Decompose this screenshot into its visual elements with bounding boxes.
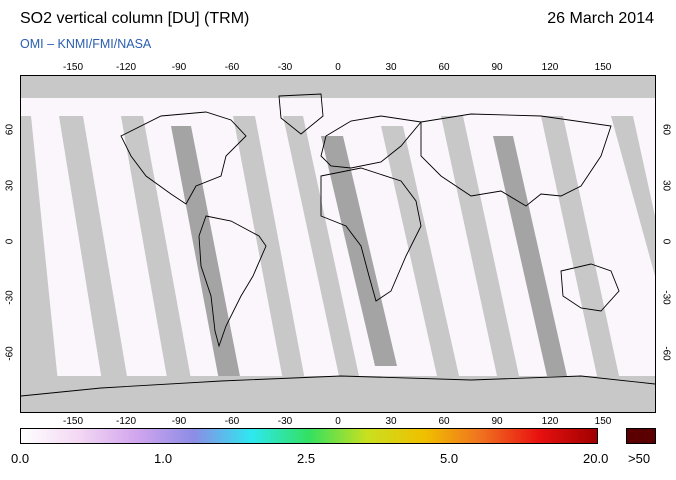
lat-tick-right: -60 — [660, 346, 672, 361]
colorbar-label: 20.0 — [583, 451, 609, 466]
lon-tick-bottom: -150 — [62, 416, 83, 427]
lat-tick-left: -60 — [4, 346, 16, 361]
credit-line: OMI – KNMI/FMI/NASA — [20, 37, 152, 51]
lon-tick-bottom: -90 — [171, 416, 187, 427]
lon-tick-top: -120 — [115, 62, 136, 73]
coastline-south-america — [198, 215, 267, 348]
lon-tick-bottom: -120 — [115, 416, 136, 427]
coastline-greenland — [278, 93, 324, 135]
lon-tick-bottom: -30 — [277, 416, 293, 427]
lat-tick-left: 60 — [4, 123, 16, 136]
no-data-swath — [21, 116, 61, 412]
lon-tick-bottom: 120 — [541, 416, 559, 427]
coastline-africa — [320, 167, 422, 302]
coastline-europe — [320, 115, 422, 169]
lon-tick-top: 90 — [491, 62, 503, 73]
no-data-swath — [59, 116, 133, 412]
lon-tick-bottom: 90 — [491, 416, 503, 427]
lon-tick-bottom: 60 — [438, 416, 450, 427]
lat-tick-right: 30 — [660, 179, 672, 192]
no-data-swath — [121, 116, 197, 412]
coastline-asia — [420, 113, 612, 207]
lon-tick-top: 30 — [385, 62, 397, 73]
no-data-swaths — [21, 76, 655, 412]
lat-tick-left: 0 — [4, 238, 16, 245]
lon-tick-top: -30 — [277, 62, 293, 73]
no-data-swath — [381, 126, 459, 376]
lat-tick-left: 30 — [4, 179, 16, 192]
coastline-australia — [560, 263, 620, 312]
colorbar-label: 2.5 — [297, 451, 316, 466]
lon-tick-top: 0 — [335, 62, 341, 73]
coastline-antarctica — [21, 375, 655, 397]
lat-tick-right: 0 — [660, 238, 672, 245]
no-data-swath — [283, 116, 359, 376]
colorbar-label: >50 — [628, 451, 651, 466]
colorbar-label: 5.0 — [440, 451, 459, 466]
lon-tick-top: -150 — [62, 62, 83, 73]
lon-tick-bottom: 150 — [594, 416, 612, 427]
colorbar-label: 0.0 — [11, 451, 30, 466]
colorbar-overflow-swatch — [626, 428, 656, 444]
no-data-swath — [233, 116, 311, 412]
colorbar — [20, 428, 598, 444]
so2-map — [20, 75, 656, 413]
lon-tick-bottom: 0 — [335, 416, 341, 427]
lon-tick-top: 150 — [594, 62, 612, 73]
no-data-swath — [611, 116, 655, 276]
lon-tick-top: -60 — [224, 62, 240, 73]
lat-tick-right: 60 — [660, 123, 672, 136]
coastlines — [21, 93, 655, 397]
lon-tick-bottom: -60 — [224, 416, 240, 427]
no-data-swath — [321, 136, 397, 366]
map-title: SO2 vertical column [DU] (TRM) — [20, 10, 250, 27]
map-svg — [21, 76, 655, 412]
no-data-swath — [441, 116, 519, 376]
no-data-swath — [493, 136, 567, 376]
lon-tick-top: -90 — [171, 62, 187, 73]
lon-tick-top: 120 — [541, 62, 559, 73]
lat-tick-left: -30 — [4, 290, 16, 305]
coastline-north-america — [120, 111, 247, 205]
lat-tick-right: -30 — [660, 290, 672, 305]
lon-tick-bottom: 30 — [385, 416, 397, 427]
no-data-polar-north — [21, 76, 655, 98]
map-date: 26 March 2014 — [547, 10, 654, 27]
lon-tick-top: 60 — [438, 62, 450, 73]
no-data-polar-south — [21, 376, 655, 412]
colorbar-label: 1.0 — [154, 451, 173, 466]
